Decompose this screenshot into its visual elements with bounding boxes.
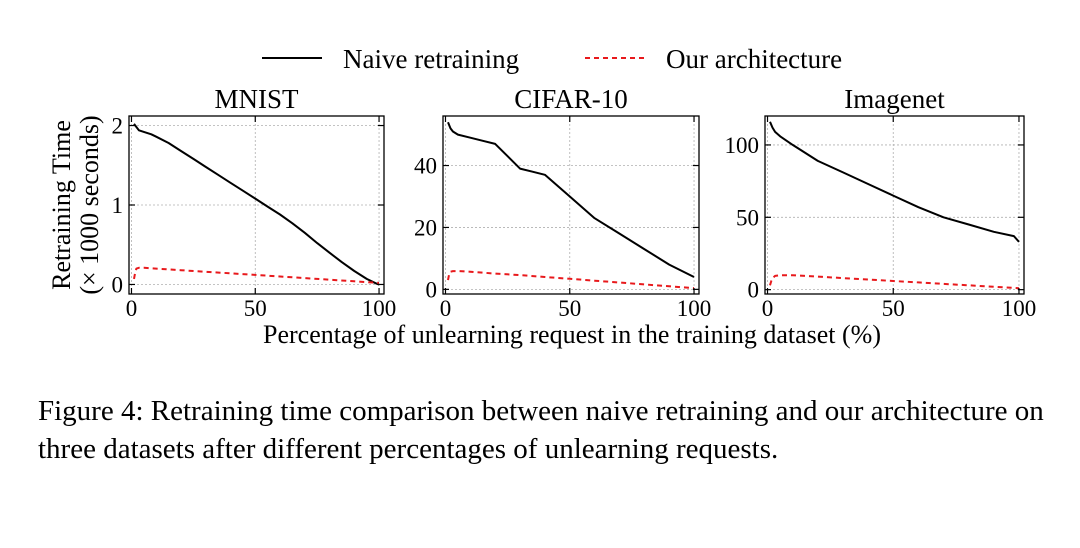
x-tick-label: 100 xyxy=(677,296,712,321)
y-tick-label: 100 xyxy=(725,133,760,158)
x-tick-label: 50 xyxy=(558,296,581,321)
chart-title-imagenet: Imagenet xyxy=(844,84,945,114)
chart-title-mnist: MNIST xyxy=(214,84,299,114)
figure-caption: Figure 4: Retraining time comparison bet… xyxy=(38,395,1044,465)
series-line-our-architecture xyxy=(447,270,695,290)
legend-label-our-architecture: Our architecture xyxy=(666,44,842,74)
figure-panels: Naive retraining Our architecture Retrai… xyxy=(47,44,1037,349)
y-tick-label: 0 xyxy=(426,277,438,302)
y-tick-label: 20 xyxy=(414,215,437,240)
series-line-our-architecture xyxy=(769,274,1020,290)
series-line-naive-retraining xyxy=(769,121,1020,243)
x-tick-label: 0 xyxy=(762,296,774,321)
legend-label-naive-retraining: Naive retraining xyxy=(343,44,519,74)
axes-frame xyxy=(442,115,700,295)
shared-ylabel-line2: (× 1000 seconds) xyxy=(75,115,104,294)
series-line-naive-retraining xyxy=(447,121,695,278)
series-line-our-architecture xyxy=(133,266,380,284)
x-tick-label: 100 xyxy=(362,296,397,321)
x-tick-label: 50 xyxy=(244,296,267,321)
panel-mnist: MNIST 0 50 100 0 1 2 xyxy=(112,84,397,321)
y-tick-label: 40 xyxy=(414,154,437,179)
chart-title-cifar-10: CIFAR-10 xyxy=(514,84,628,114)
x-tick-label: 0 xyxy=(440,296,452,321)
shared-xlabel: Percentage of unlearning request in the … xyxy=(263,320,881,349)
x-tick-label: 0 xyxy=(126,296,138,321)
x-tick-label: 100 xyxy=(1002,296,1037,321)
panel-imagenet: Imagenet 0 50 100 0 50 100 xyxy=(725,84,1037,321)
y-tick-label: 0 xyxy=(112,272,124,297)
shared-ylabel-line1: Retraining Time xyxy=(47,120,76,290)
y-tick-label: 50 xyxy=(736,205,759,230)
panel-cifar-10: CIFAR-10 0 50 100 0 20 40 xyxy=(414,84,711,321)
y-tick-label: 2 xyxy=(112,114,124,139)
y-tick-label: 1 xyxy=(112,193,124,218)
axes-frame xyxy=(764,115,1025,295)
y-tick-label: 0 xyxy=(748,278,760,303)
x-tick-label: 50 xyxy=(882,296,905,321)
legend: Naive retraining Our architecture xyxy=(262,44,842,74)
series-line-naive-retraining xyxy=(133,123,380,286)
